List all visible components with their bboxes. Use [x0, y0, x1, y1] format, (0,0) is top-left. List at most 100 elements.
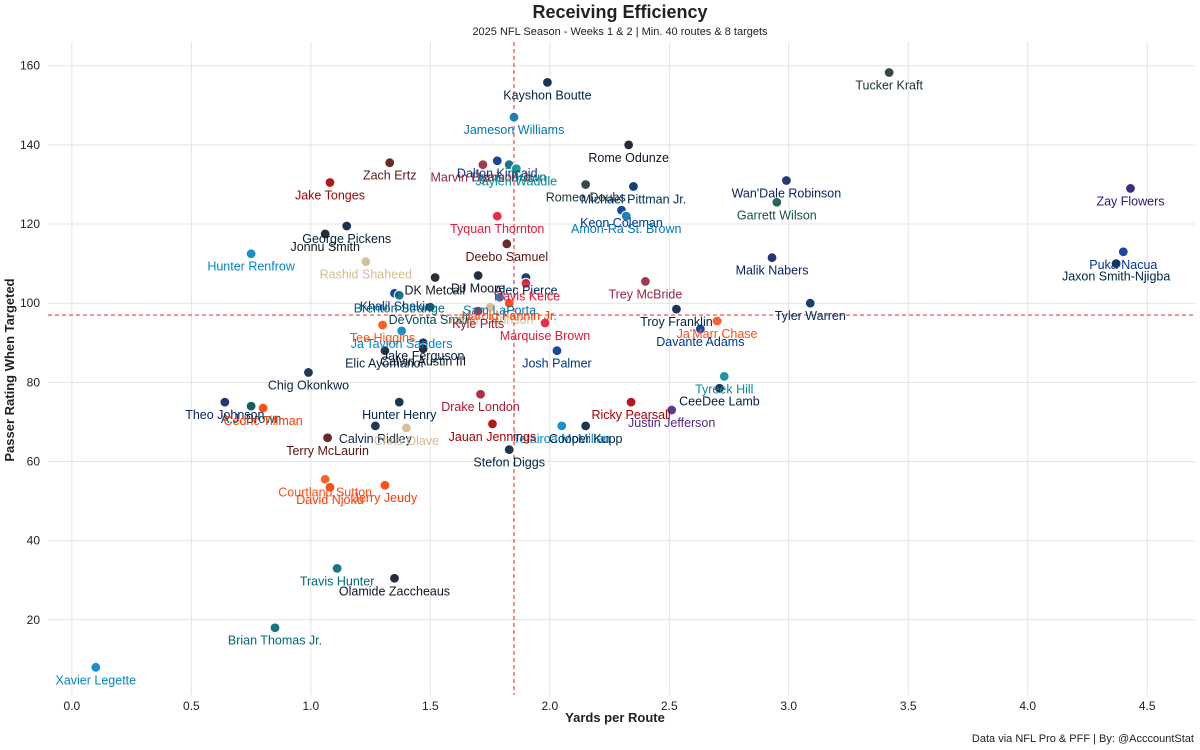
data-point [556, 420, 568, 432]
point-label: Calvin Ridley [339, 432, 413, 446]
point-label: Xavier Legette [55, 673, 136, 687]
data-point [766, 252, 778, 264]
x-tick-label: 1.0 [303, 699, 320, 713]
point-label: DJ Moore [451, 281, 505, 295]
point-label: Chig Okonkwo [268, 378, 349, 392]
point-label: Ricky Pearsall [591, 408, 670, 422]
data-point [393, 289, 405, 301]
data-point [302, 366, 315, 379]
data-point [491, 155, 503, 167]
data-point [620, 210, 632, 222]
data-point [494, 291, 506, 303]
point-label: Tyquan Thornton [450, 222, 544, 236]
point-label: Garrett Wilson [737, 208, 817, 222]
data-point [341, 220, 353, 232]
data-point [771, 196, 783, 208]
point-label: Deebo Samuel [465, 250, 548, 264]
point-label: Zay Flowers [1096, 194, 1164, 208]
point-label: Trey McBride [608, 287, 682, 301]
point-label: Tetairoa McMillan [513, 432, 610, 446]
data-points [90, 66, 1137, 673]
point-label: DK Metcalf [405, 283, 467, 297]
data-point [718, 370, 730, 383]
x-tick-label: 0.0 [64, 699, 81, 713]
data-point [477, 159, 489, 171]
data-point [666, 404, 678, 416]
point-label: Olamide Zaccheaus [339, 584, 450, 598]
point-label: DeVonta Smith [389, 313, 472, 327]
point-label: Wan'Dale Robinson [732, 187, 842, 201]
data-point [1117, 246, 1129, 258]
point-label: CeeDee Lamb [679, 394, 760, 408]
data-point [508, 111, 520, 123]
data-point [472, 305, 484, 317]
data-point [639, 275, 651, 288]
data-point [1110, 258, 1122, 270]
data-point [474, 388, 487, 400]
data-point [393, 396, 405, 408]
point-label: Elic Ayomanor [345, 357, 425, 371]
point-label: Jaxon Smith-Njigba [1062, 270, 1170, 284]
data-point [369, 420, 381, 432]
data-point [711, 315, 723, 327]
point-label: Malik Nabers [736, 264, 809, 278]
data-point [1124, 182, 1137, 195]
point-label: Dalton Kincaid [457, 167, 538, 181]
point-label: Stefon Diggs [473, 456, 545, 470]
chart-title: Receiving Efficiency [532, 2, 707, 22]
point-label: Courtland Sutton [278, 485, 372, 499]
x-tick-label: 3.5 [900, 699, 917, 713]
data-point [388, 572, 401, 584]
point-label: Chris Olave [374, 434, 439, 448]
y-tick-label: 140 [20, 138, 40, 152]
data-point [486, 418, 499, 430]
data-point [510, 163, 522, 175]
point-label: Troy Franklin [640, 315, 713, 329]
data-point [623, 139, 635, 151]
data-point [376, 319, 389, 331]
point-label: Davante Adams [656, 335, 744, 349]
point-label: Zach Ertz [363, 169, 417, 183]
y-tick-labels: 20 40 60 80 100 120 140 160 [20, 59, 40, 627]
point-label: Kayshon Boutte [503, 88, 591, 102]
point-label: Terry McLaurin [286, 444, 369, 458]
point-label: Tee Higgins [350, 331, 415, 345]
point-label: Hunter Renfrow [207, 260, 296, 274]
data-point [780, 174, 792, 187]
point-label: Juwan Johnson [447, 313, 534, 327]
data-point [417, 343, 429, 355]
data-point [627, 180, 640, 193]
point-label: Rome Odunze [588, 151, 669, 165]
point-label: Calvin Austin III [380, 355, 466, 369]
point-label: Drake London [441, 400, 520, 414]
data-point [424, 301, 436, 313]
data-point [503, 444, 515, 456]
point-label: Rashid Shaheed [320, 268, 412, 282]
data-point [551, 345, 563, 357]
point-labels: Tucker Kraft Kayshon Boutte Jameson Willia… [55, 78, 1170, 687]
point-label: Cedric Tillman [223, 414, 302, 428]
data-point [90, 661, 102, 673]
x-tick-labels: 0.0 0.5 1.0 1.5 2.0 2.5 3.0 3.5 4.0 4.5 [64, 699, 1156, 713]
point-label: Ja'Marr Chase [677, 327, 758, 341]
data-point [883, 66, 895, 79]
data-point [384, 157, 396, 169]
point-label: Khalil Shakir [360, 299, 429, 313]
y-tick-label: 60 [27, 455, 41, 469]
point-label: Jaylen Waddle [476, 175, 558, 189]
x-tick-label: 2.0 [541, 699, 558, 713]
data-point [324, 176, 336, 189]
point-label: Jauan Jennings [449, 430, 537, 444]
point-label: Ja'Tavion Sanders [351, 337, 453, 351]
point-label: Amon-Ra St. Brown [571, 222, 682, 236]
y-tick-label: 120 [20, 217, 40, 231]
data-point [580, 178, 592, 191]
point-label: Jonnu Smith [290, 240, 360, 254]
point-label: Tucker Kraft [855, 78, 923, 92]
data-point [400, 422, 413, 434]
y-gridlines [48, 65, 1195, 621]
point-label: Romeo Doubs [546, 190, 626, 204]
point-label: Kyle Pitts [452, 317, 504, 331]
data-point [245, 248, 257, 260]
data-point [360, 256, 372, 268]
